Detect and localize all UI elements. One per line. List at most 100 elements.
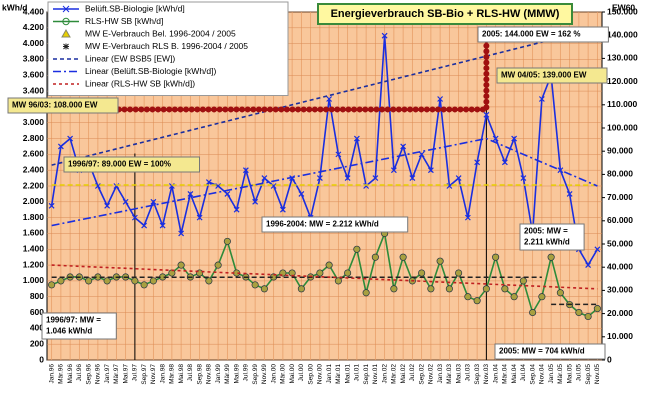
x-tick-label: Jan.00 [270, 364, 277, 384]
y-axis-label: kWh/d [2, 2, 28, 12]
point [57, 277, 65, 285]
point [538, 293, 546, 301]
annotation-box [261, 216, 409, 233]
x-tick-label: Sep.02 [418, 364, 425, 385]
x-tick-label: Nov.03 [483, 364, 490, 384]
point [492, 135, 499, 142]
x-tick-label: Nov.96 [95, 364, 102, 384]
x-tick-label: Nov.97 [150, 364, 157, 384]
series-line [51, 137, 598, 227]
point [325, 261, 333, 269]
x-tick-label: Sep.98 [196, 364, 203, 385]
point [131, 214, 138, 221]
point [473, 297, 481, 305]
point [538, 96, 545, 102]
y-tick-label: 2.400 [23, 164, 45, 174]
point [519, 277, 527, 285]
annotation: MW 96/03: 108.000 EW [12, 101, 98, 110]
y2-tick-label: 140.000 [607, 29, 638, 39]
y-tick-label: 800 [30, 291, 44, 301]
point [556, 289, 564, 297]
x-tick-label: Mai.97 [122, 364, 129, 384]
y2-tick-label: 120.000 [607, 76, 638, 86]
legend-marker [63, 43, 69, 50]
x-tick-label: Mai.98 [178, 364, 185, 384]
point [594, 246, 601, 253]
x-tick-label: Sep.96 [85, 364, 92, 385]
point [455, 269, 463, 277]
point [214, 261, 222, 269]
annotation: 2005: 144.000 EW = 162 % [482, 30, 581, 39]
point [205, 277, 213, 285]
point [501, 285, 509, 293]
y-tick-label: 4.000 [23, 38, 45, 48]
x-tick-label: Jul.96 [76, 364, 83, 382]
x-tick-label: Sep.03 [474, 364, 481, 385]
x-tick-label: Mär.00 [280, 364, 287, 384]
point [140, 281, 148, 289]
point [492, 253, 500, 261]
point [279, 206, 286, 213]
x-tick-label: Jan.01 [326, 364, 333, 384]
x-tick-label: Mär.98 [169, 364, 176, 384]
point [501, 159, 508, 166]
x-tick-label: Nov.04 [539, 364, 546, 384]
y2-tick-label: 80.000 [607, 169, 633, 179]
annotation: 1996-2004: MW = 2.212 kWh/d [266, 220, 379, 229]
y-tick-label: 2.800 [23, 133, 45, 143]
x-tick-label: Nov.01 [372, 364, 379, 384]
y-tick-label: 3.600 [23, 70, 45, 80]
y-tick-label: 3.000 [23, 117, 45, 127]
point [122, 198, 129, 205]
series-line [51, 27, 598, 166]
point [67, 135, 74, 142]
legend-label: Linear (RLS-HW SB [kWh/d]) [85, 78, 195, 88]
legend-marker [62, 17, 70, 26]
point [316, 269, 324, 277]
series [51, 264, 598, 290]
point [205, 179, 212, 185]
y-tick-label: 600 [30, 307, 44, 317]
y2-tick-label: 60.000 [607, 215, 633, 225]
point [177, 261, 185, 269]
point [242, 167, 249, 174]
point [298, 190, 305, 197]
legend-marker [61, 28, 71, 38]
point [141, 222, 148, 229]
point [575, 308, 583, 317]
x-tick-label: Sep.97 [141, 364, 148, 385]
point [584, 312, 592, 321]
point [159, 222, 166, 229]
x-tick-label: Mai.02 [400, 364, 407, 384]
x-tick-label: Nov.05 [594, 364, 601, 384]
point [362, 289, 370, 297]
x-tick-label: Mär.05 [557, 364, 564, 384]
point [474, 159, 481, 166]
point [483, 111, 490, 118]
point [344, 269, 352, 277]
x-tick-label: Sep.04 [529, 364, 536, 385]
annotation-box [41, 312, 117, 340]
y-tick-label: 1.800 [23, 212, 45, 222]
point [455, 175, 462, 182]
point [353, 245, 361, 253]
point [187, 190, 194, 197]
point [252, 198, 259, 205]
point [381, 32, 388, 39]
x-tick-label: Mär.03 [446, 364, 453, 384]
x-tick-label: Mär.02 [391, 364, 398, 384]
y-tick-label: 4.400 [23, 6, 45, 16]
point [48, 202, 55, 209]
annotation-box [477, 26, 609, 43]
x-tick-label: Sep.01 [363, 364, 370, 385]
point [390, 285, 398, 293]
point [48, 281, 56, 289]
point [464, 214, 471, 221]
point [149, 277, 157, 285]
point [371, 253, 379, 261]
x-tick-label: Mär.96 [58, 364, 65, 384]
y2-tick-label: 90.000 [607, 145, 633, 155]
y2-tick-label: 100.000 [607, 122, 638, 132]
series [51, 27, 598, 166]
